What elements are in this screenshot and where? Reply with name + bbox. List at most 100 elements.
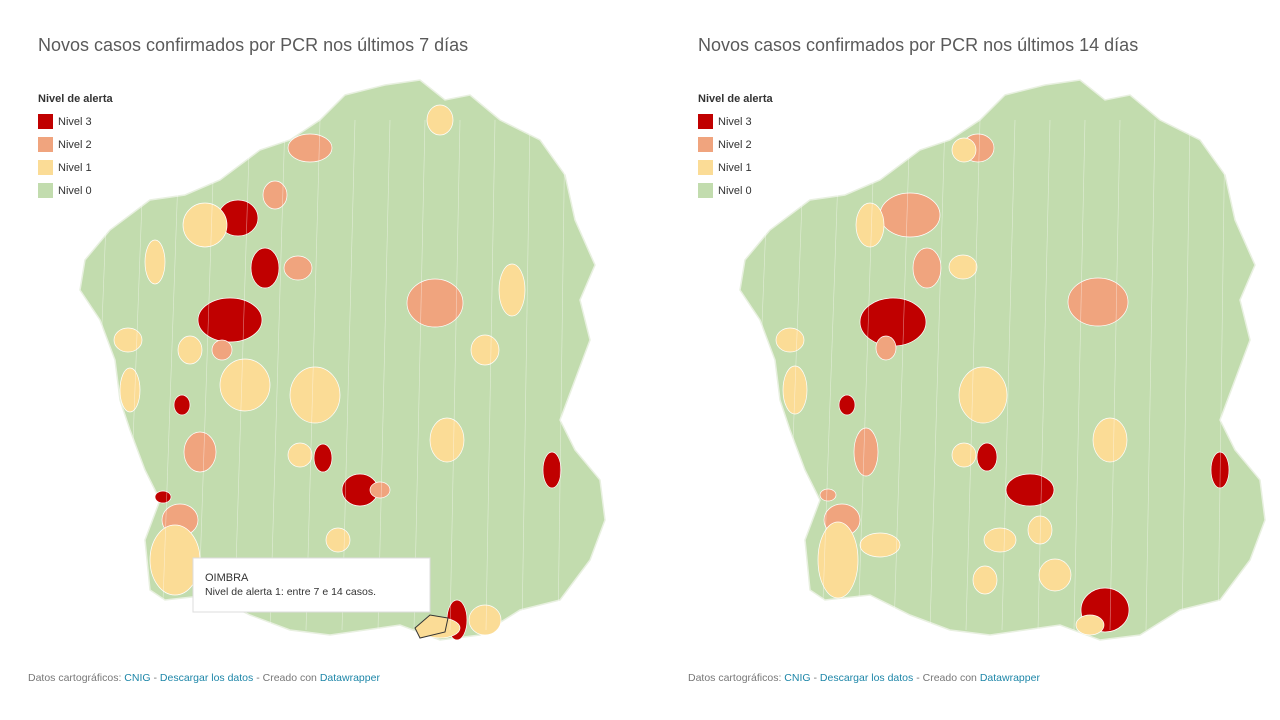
municipality[interactable] [426, 104, 454, 136]
border-line [557, 119, 566, 631]
municipality[interactable] [262, 180, 288, 210]
municipality[interactable] [1005, 473, 1055, 507]
border-line [89, 119, 111, 631]
tooltip-name: OIMBRA [205, 572, 249, 584]
border-line [965, 119, 981, 631]
legend-swatch [698, 137, 713, 152]
municipality[interactable] [283, 255, 313, 281]
municipality[interactable] [219, 358, 271, 412]
border-line [413, 119, 426, 631]
footer-link[interactable]: CNIG [784, 672, 810, 684]
municipality[interactable] [855, 202, 885, 248]
legend-label: Nivel 1 [58, 162, 92, 174]
municipality[interactable] [948, 254, 978, 280]
border-line [125, 119, 146, 631]
footer-link[interactable]: CNIG [124, 672, 150, 684]
municipality[interactable] [819, 488, 837, 502]
legend-title: Nivel de alerta [38, 93, 113, 105]
border-line [1217, 119, 1226, 631]
footer-link[interactable]: Datawrapper [320, 672, 381, 684]
municipality[interactable] [853, 427, 879, 477]
border-line [857, 119, 876, 631]
footer-link[interactable]: Descargar los datos [160, 672, 253, 684]
municipality[interactable] [113, 327, 143, 353]
municipality[interactable] [429, 417, 465, 463]
legend-swatch [38, 137, 53, 152]
footer-text: Datos cartográficos: [28, 672, 121, 684]
municipality[interactable] [325, 527, 351, 553]
border-line [341, 119, 356, 631]
municipality[interactable] [183, 431, 217, 473]
municipality[interactable] [177, 335, 203, 365]
municipality[interactable] [983, 527, 1017, 553]
municipality[interactable] [250, 247, 280, 289]
tooltip-box [192, 557, 431, 613]
legend-swatch [698, 114, 713, 129]
municipality[interactable] [875, 335, 897, 361]
municipality[interactable] [498, 263, 526, 317]
municipality[interactable] [211, 339, 233, 361]
footer: Datos cartográficos: CNIG - Descargar lo… [28, 672, 380, 684]
municipality[interactable] [289, 366, 341, 424]
municipality[interactable] [976, 442, 998, 472]
legend-label: Nivel 2 [58, 139, 92, 151]
footer-text: - Creado con [916, 672, 977, 684]
municipality[interactable] [1092, 417, 1128, 463]
municipality[interactable] [912, 247, 942, 289]
legend-swatch [38, 114, 53, 129]
map-title: Novos casos confirmados por PCR nos últi… [38, 35, 468, 55]
border-line [785, 119, 806, 631]
footer-text: - [813, 672, 817, 684]
municipality[interactable] [958, 366, 1008, 424]
border-line [1109, 119, 1121, 631]
municipality[interactable] [470, 334, 500, 366]
municipality[interactable] [173, 394, 191, 416]
map [79, 79, 606, 641]
legend-label: Nivel 3 [58, 116, 92, 128]
municipality[interactable] [859, 297, 927, 347]
municipality[interactable] [972, 565, 998, 595]
footer-link[interactable]: Descargar los datos [820, 672, 913, 684]
municipality[interactable] [1067, 277, 1129, 327]
municipality[interactable] [197, 297, 263, 343]
municipality[interactable] [468, 604, 502, 636]
municipality[interactable] [1075, 614, 1105, 636]
municipality[interactable] [542, 451, 562, 489]
municipality[interactable] [406, 278, 464, 328]
legend-label: Nivel 3 [718, 116, 752, 128]
border-line [1037, 119, 1051, 631]
municipality[interactable] [154, 490, 172, 504]
tooltip-text: Nivel de alerta 1: entre 7 e 14 casos. [205, 586, 376, 598]
municipality[interactable] [287, 133, 333, 163]
municipality[interactable] [775, 327, 805, 353]
footer-text: Datos cartográficos: [688, 672, 781, 684]
border-line [161, 119, 181, 631]
municipality[interactable] [287, 442, 313, 468]
municipality[interactable] [817, 521, 859, 599]
legend-swatch [698, 183, 713, 198]
border-line [233, 119, 251, 631]
municipality[interactable] [313, 443, 333, 473]
border-line [449, 119, 461, 631]
border-line [1001, 119, 1016, 631]
municipality[interactable] [879, 192, 941, 238]
municipality[interactable] [119, 367, 141, 413]
border-line [929, 119, 946, 631]
municipality[interactable] [1038, 558, 1072, 592]
municipality[interactable] [859, 532, 901, 558]
legend-title: Nivel de alerta [698, 93, 773, 105]
municipality[interactable] [369, 481, 391, 499]
municipality[interactable] [144, 239, 166, 285]
border-line [749, 119, 771, 631]
tooltip-region [414, 614, 449, 639]
municipality[interactable] [182, 202, 228, 248]
border-line [485, 119, 496, 631]
border-line [269, 119, 286, 631]
legend-label: Nivel 2 [718, 139, 752, 151]
municipality[interactable] [951, 137, 977, 163]
footer-link[interactable]: Datawrapper [980, 672, 1041, 684]
legend-swatch [698, 160, 713, 175]
municipality[interactable] [838, 394, 856, 416]
municipality[interactable] [951, 442, 977, 468]
border-line [197, 119, 216, 631]
